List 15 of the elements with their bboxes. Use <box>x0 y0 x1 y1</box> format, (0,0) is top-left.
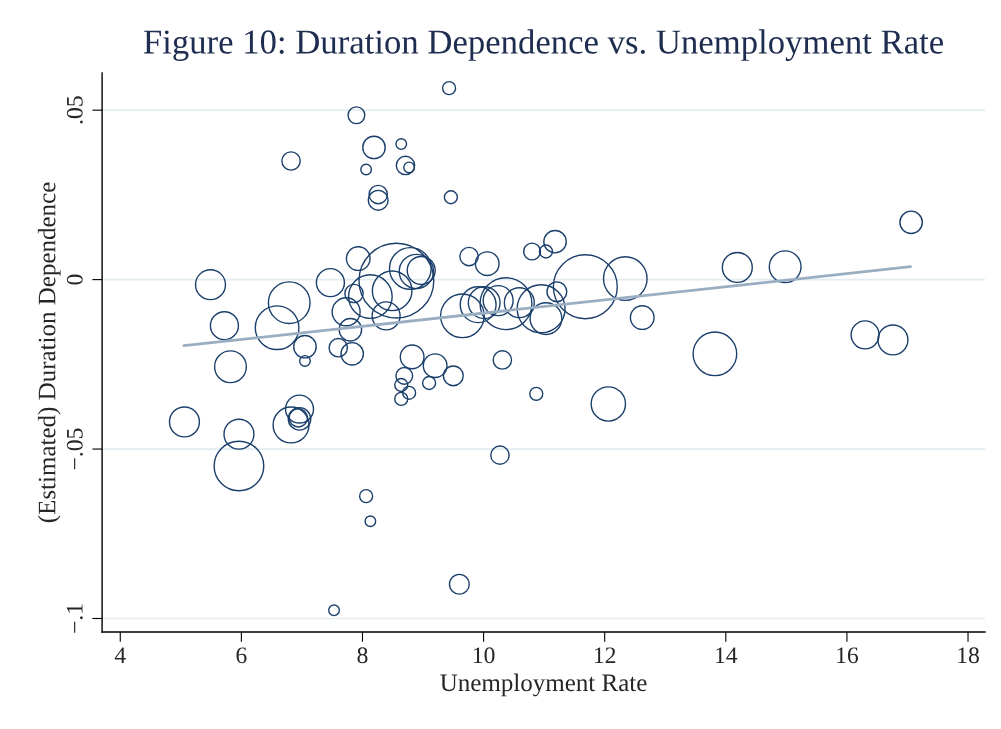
y-tick-label: −.1 <box>66 604 83 633</box>
x-tick-label: 4 <box>114 647 126 664</box>
x-tick-label: 18 <box>958 647 979 664</box>
y-tick-label: −.05 <box>66 428 83 470</box>
x-tick-label: 6 <box>236 647 247 664</box>
x-tick-label: 8 <box>357 647 368 664</box>
chart-title: Figure 10: Duration Dependence vs. Unemployment Rate <box>143 29 943 61</box>
y-axis-title: (Estimated) Duration Dependence <box>37 182 61 523</box>
y-tick-label: .05 <box>66 96 83 124</box>
x-tick-label: 14 <box>716 647 738 664</box>
x-tick-label: 10 <box>473 647 495 664</box>
x-axis-title: Unemployment Rate <box>440 673 647 697</box>
y-tick-label: 0 <box>66 274 83 285</box>
x-tick-label: 16 <box>837 647 859 664</box>
x-tick-label: 12 <box>594 647 616 664</box>
